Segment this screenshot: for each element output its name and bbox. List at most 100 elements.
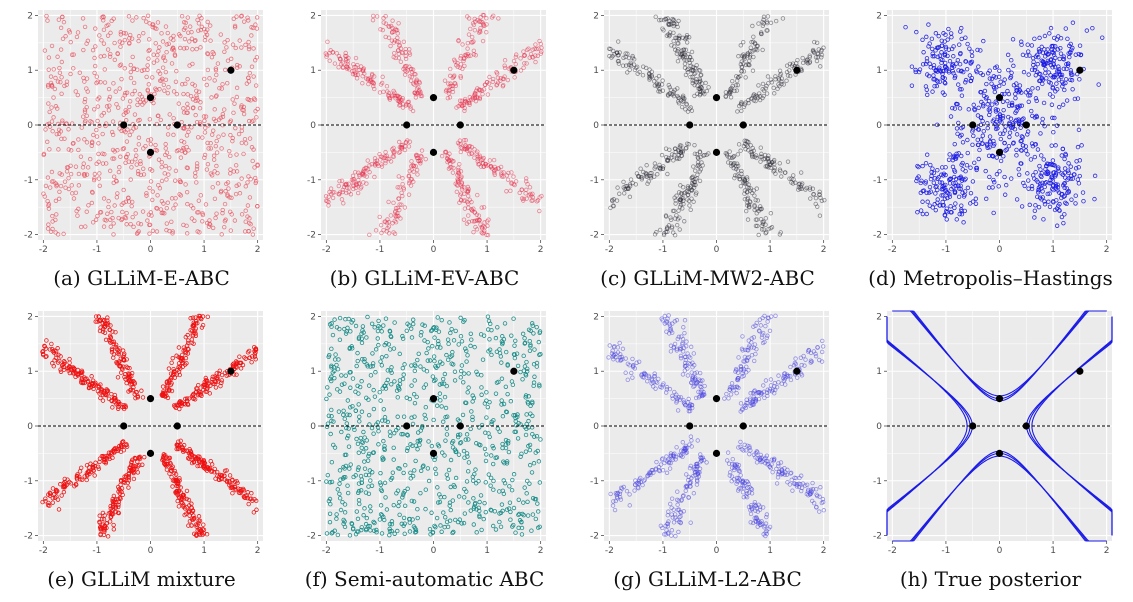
- data-point: [165, 456, 171, 462]
- data-point: [975, 113, 981, 118]
- data-point: [746, 202, 752, 208]
- data-point: [970, 179, 976, 184]
- data-point: [1076, 165, 1081, 170]
- data-point: [468, 26, 473, 32]
- data-point: [533, 59, 538, 65]
- data-point: [1057, 56, 1062, 62]
- data-point: [924, 87, 929, 92]
- data-point: [157, 71, 163, 76]
- data-point: [778, 71, 784, 77]
- data-point: [1040, 180, 1045, 186]
- data-point: [671, 30, 676, 35]
- data-point: [640, 72, 646, 78]
- data-point: [400, 336, 406, 341]
- y-tick-label: -1: [590, 176, 599, 186]
- data-point: [252, 165, 257, 170]
- data-point: [197, 392, 203, 397]
- data-point: [190, 97, 196, 102]
- data-point: [459, 187, 465, 192]
- data-point: [105, 534, 111, 539]
- data-point: [1025, 152, 1030, 157]
- data-point: [184, 133, 190, 138]
- data-point: [128, 177, 133, 182]
- data-point: [197, 458, 202, 463]
- data-point: [111, 221, 116, 226]
- data-point: [101, 196, 107, 201]
- data-point: [1013, 95, 1018, 101]
- data-point: [527, 348, 533, 354]
- data-point: [958, 183, 963, 188]
- data-point: [58, 354, 63, 359]
- data-point: [198, 193, 204, 198]
- data-point: [83, 224, 88, 229]
- data-point: [943, 44, 949, 50]
- data-point: [675, 41, 680, 46]
- data-point: [766, 165, 771, 170]
- data-point: [935, 167, 940, 173]
- data-point: [458, 440, 464, 445]
- data-point: [652, 232, 658, 237]
- data-point: [181, 140, 187, 145]
- data-point: [778, 230, 783, 235]
- data-point: [1043, 66, 1048, 72]
- data-point: [489, 453, 494, 458]
- data-point: [445, 95, 451, 101]
- data-point: [676, 190, 682, 195]
- data-point: [56, 147, 61, 152]
- data-point: [195, 463, 200, 469]
- data-point: [1008, 124, 1013, 129]
- data-point: [1038, 173, 1043, 178]
- data-point: [927, 184, 933, 190]
- data-point: [120, 209, 125, 215]
- data-point: [647, 77, 652, 82]
- data-point: [685, 67, 690, 73]
- data-point: [169, 47, 175, 52]
- data-point: [807, 187, 813, 192]
- data-point: [1062, 87, 1067, 93]
- data-point: [191, 341, 196, 346]
- highlight-point: [456, 121, 464, 129]
- data-point: [987, 106, 993, 111]
- data-point: [1003, 124, 1008, 129]
- data-point: [359, 409, 365, 414]
- data-point: [465, 46, 470, 51]
- data-point: [61, 359, 67, 364]
- data-point: [59, 75, 64, 80]
- data-point: [409, 159, 414, 164]
- data-point: [460, 66, 465, 72]
- data-point: [42, 343, 47, 349]
- data-point: [41, 152, 46, 158]
- data-point: [633, 182, 639, 187]
- data-point: [191, 396, 196, 401]
- data-point: [502, 65, 508, 71]
- data-point: [667, 85, 672, 90]
- data-point: [974, 69, 980, 75]
- data-point: [337, 192, 342, 197]
- data-point: [401, 372, 406, 377]
- data-point: [469, 34, 475, 40]
- data-point: [181, 145, 186, 151]
- data-point: [957, 87, 963, 92]
- data-point: [112, 445, 118, 451]
- data-point: [1032, 208, 1038, 214]
- data-point: [356, 335, 362, 340]
- data-point: [511, 181, 516, 187]
- data-point: [190, 508, 196, 513]
- data-point: [220, 82, 225, 87]
- data-point: [72, 371, 77, 376]
- data-point: [1009, 70, 1014, 75]
- data-point: [124, 357, 129, 362]
- data-point: [479, 88, 485, 93]
- data-point: [952, 189, 958, 195]
- data-point: [101, 41, 107, 46]
- data-point: [733, 83, 739, 88]
- data-point: [957, 61, 963, 67]
- data-point: [191, 322, 196, 328]
- data-point: [239, 176, 244, 181]
- data-point: [250, 158, 255, 164]
- data-point: [746, 100, 751, 106]
- data-point: [174, 483, 179, 488]
- data-point: [989, 81, 994, 86]
- data-point: [178, 442, 183, 448]
